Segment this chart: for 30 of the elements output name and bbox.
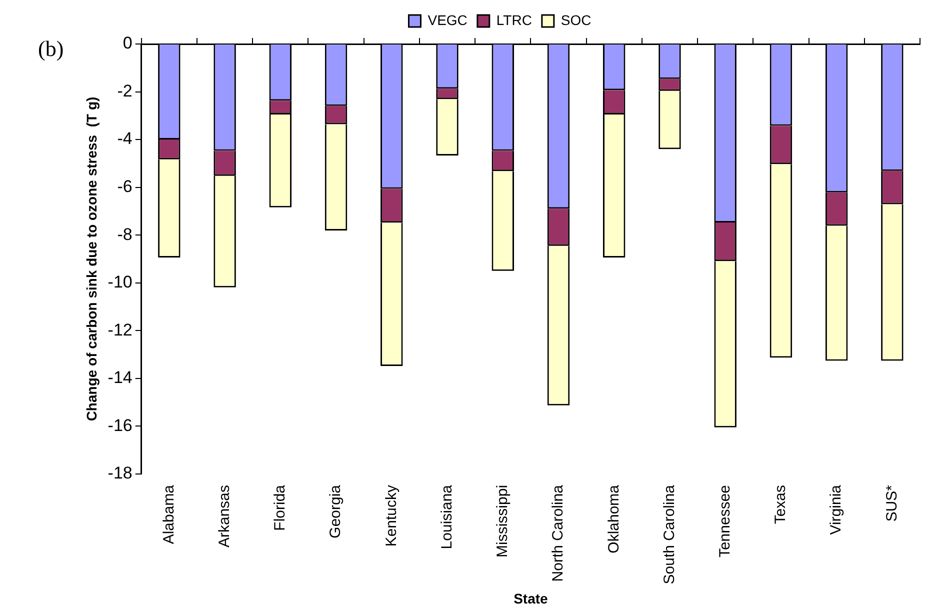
x-tick-label: Oklahoma <box>605 484 622 554</box>
y-tick-label: -8 <box>117 224 132 244</box>
y-tick-label: 0 <box>122 34 132 53</box>
x-tick-label: Florida <box>272 484 289 531</box>
x-tick-label: Tennessee <box>716 484 734 558</box>
x-tick-label: Texas <box>772 484 790 524</box>
legend-label: SOC <box>560 12 592 28</box>
y-tick-label: -4 <box>117 129 132 148</box>
y-tick-label: -2 <box>117 81 132 100</box>
x-tick-label: Mississippi <box>494 484 512 558</box>
x-tick-label: Alabama <box>160 484 178 544</box>
x-tick-label: North Carolina <box>550 484 567 582</box>
x-tick-label: Kentucky <box>382 484 400 547</box>
y-axis-title: Change of carbon sink due to ozone stress (T g) <box>83 96 100 422</box>
x-tick-label: Virginia <box>828 484 845 535</box>
y-tick-label: -14 <box>108 368 132 388</box>
x-axis-title: State <box>514 590 548 606</box>
y-tick-label: -12 <box>108 320 132 340</box>
x-tick-label: Georgia <box>327 484 344 538</box>
y-tick-label: -10 <box>108 272 132 292</box>
x-tick-label: Arkansas <box>216 484 233 548</box>
x-tick-label: South Carolina <box>660 484 678 584</box>
y-tick-label: -6 <box>117 177 132 196</box>
text: (b) <box>38 36 64 62</box>
x-tick-label: Louisiana <box>438 484 456 550</box>
y-tick-label: -16 <box>108 416 132 435</box>
y-tick-label: -18 <box>108 464 132 483</box>
legend-label: LTRC <box>496 12 532 28</box>
legend-label: VEGC <box>428 12 468 28</box>
x-tick-label: SUS* <box>883 484 900 522</box>
